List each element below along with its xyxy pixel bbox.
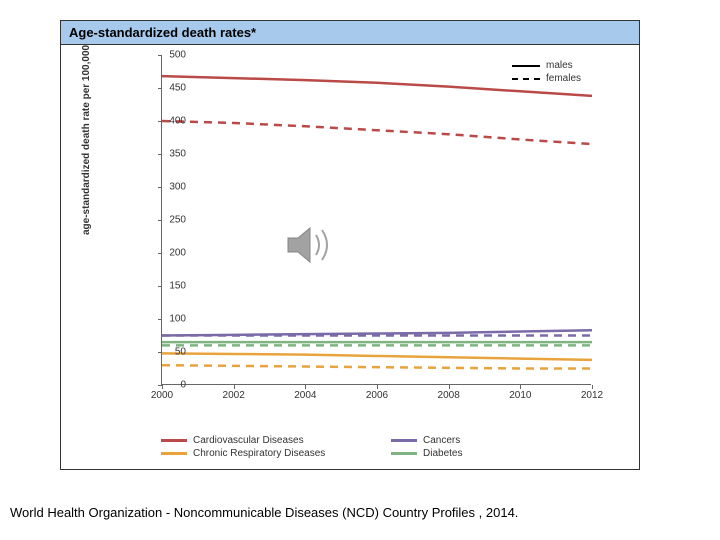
x-tick-label: 2008 <box>438 390 460 401</box>
x-tick-mark <box>377 385 378 389</box>
y-tick-mark <box>158 154 162 155</box>
legend-row-males: males <box>512 60 581 71</box>
chart-title-bar: Age-standardized death rates* <box>61 21 639 45</box>
x-tick-mark <box>520 385 521 389</box>
x-tick-label: 2000 <box>151 390 173 401</box>
legend-swatch <box>391 452 417 455</box>
y-tick-mark <box>158 55 162 56</box>
legend-row-females: females <box>512 73 581 84</box>
dashed-line-swatch <box>512 78 540 80</box>
disease-legend: Cardiovascular Diseases Cancers Chronic Re… <box>161 435 601 459</box>
gender-legend: males females <box>512 60 581 86</box>
series-line <box>162 121 592 144</box>
legend-item: Diabetes <box>391 448 601 459</box>
legend-label: Cardiovascular Diseases <box>193 435 304 446</box>
y-tick-mark <box>158 88 162 89</box>
x-tick-label: 2010 <box>509 390 531 401</box>
plot-region: males females 05010015020025030035040045… <box>161 55 591 385</box>
legend-swatch <box>391 439 417 442</box>
chart-frame: Age-standardized death rates* age-standa… <box>60 20 640 470</box>
x-tick-mark <box>449 385 450 389</box>
x-tick-label: 2012 <box>581 390 603 401</box>
series-line <box>162 365 592 368</box>
y-tick-mark <box>158 319 162 320</box>
x-tick-label: 2002 <box>223 390 245 401</box>
legend-item: Cancers <box>391 435 601 446</box>
x-tick-label: 2004 <box>294 390 316 401</box>
citation-text: World Health Organization - Noncommunica… <box>10 505 518 520</box>
y-axis-label: age-standardized death rate per 100,000 <box>81 45 92 235</box>
series-line <box>162 353 592 360</box>
y-tick-mark <box>158 121 162 122</box>
x-tick-mark <box>234 385 235 389</box>
legend-label-females: females <box>546 73 581 84</box>
legend-label: Diabetes <box>423 448 462 459</box>
legend-label: Cancers <box>423 435 460 446</box>
speaker-icon <box>280 220 340 270</box>
solid-line-swatch <box>512 65 540 67</box>
chart-lines <box>162 55 592 385</box>
x-tick-mark <box>592 385 593 389</box>
legend-item: Cardiovascular Diseases <box>161 435 371 446</box>
chart-area: age-standardized death rate per 100,000 … <box>131 55 611 415</box>
y-tick-mark <box>158 253 162 254</box>
x-tick-mark <box>305 385 306 389</box>
legend-item: Chronic Respiratory Diseases <box>161 448 371 459</box>
x-tick-label: 2006 <box>366 390 388 401</box>
legend-label-males: males <box>546 60 573 71</box>
y-tick-mark <box>158 187 162 188</box>
legend-label: Chronic Respiratory Diseases <box>193 448 325 459</box>
y-tick-mark <box>158 352 162 353</box>
legend-swatch <box>161 439 187 442</box>
y-tick-mark <box>158 220 162 221</box>
y-tick-mark <box>158 286 162 287</box>
legend-swatch <box>161 452 187 455</box>
x-tick-mark <box>162 385 163 389</box>
